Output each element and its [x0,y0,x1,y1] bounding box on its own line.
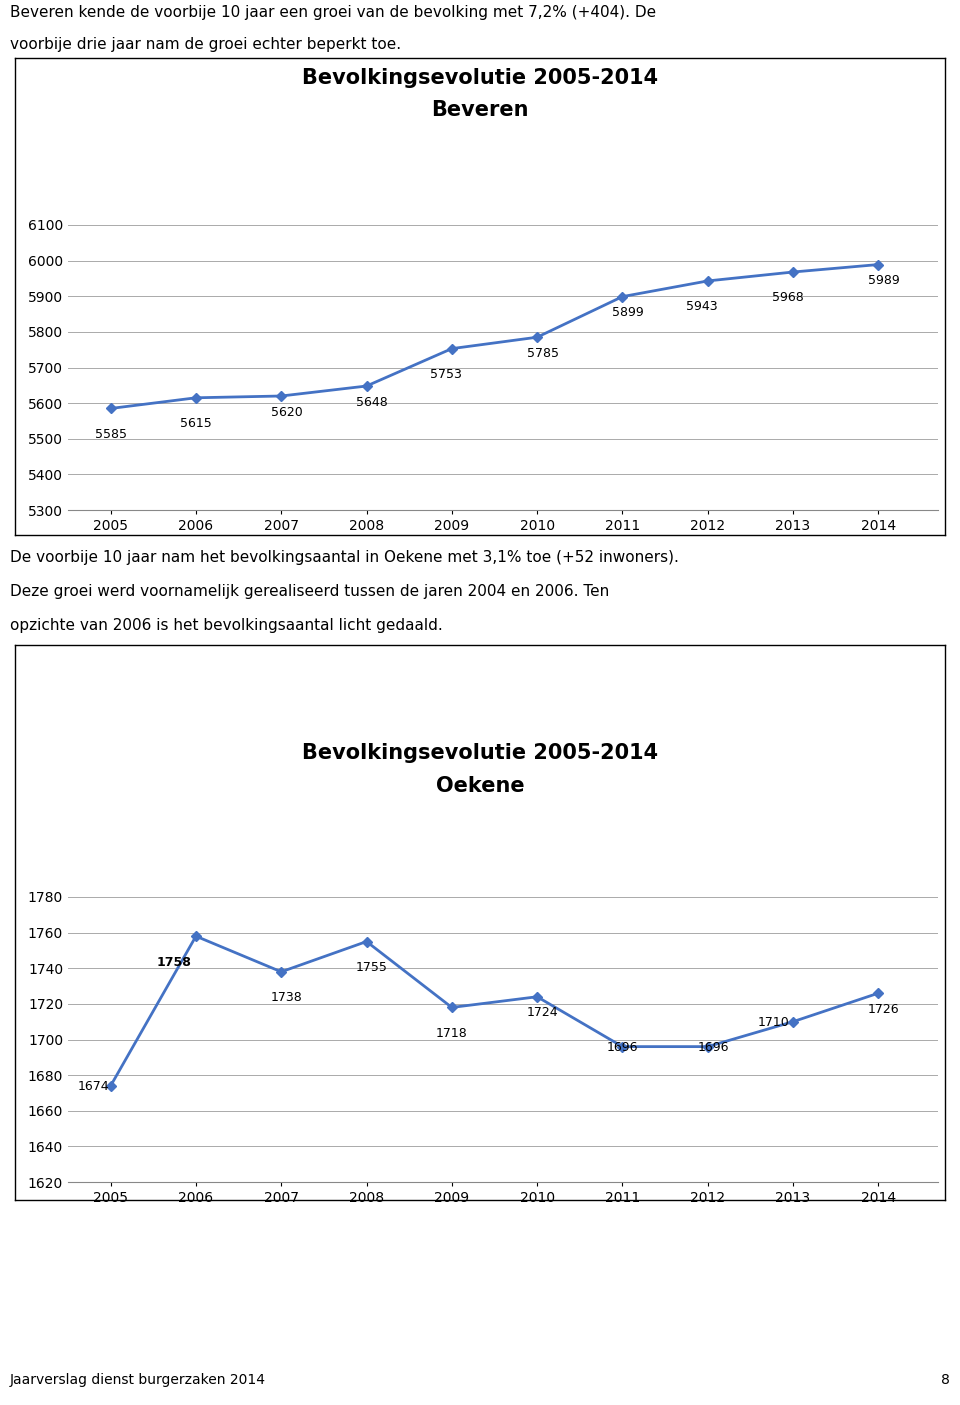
Text: 5620: 5620 [271,406,302,419]
Text: voorbije drie jaar nam de groei echter beperkt toe.: voorbije drie jaar nam de groei echter b… [10,38,401,52]
Text: Bevolkingsevolutie 2005-2014
Oekene: Bevolkingsevolutie 2005-2014 Oekene [302,743,658,795]
Text: 1718: 1718 [436,1027,468,1040]
Text: 5615: 5615 [180,417,212,430]
Text: Deze groei werd voornamelijk gerealiseerd tussen de jaren 2004 en 2006. Ten: Deze groei werd voornamelijk gerealiseer… [10,584,610,599]
Text: 1674: 1674 [78,1080,109,1093]
Text: 5943: 5943 [686,301,718,313]
Text: 1738: 1738 [271,992,302,1005]
Text: 1726: 1726 [868,1003,900,1016]
Text: 1696: 1696 [698,1041,729,1054]
Text: 5585: 5585 [95,429,127,441]
Text: 8: 8 [941,1373,950,1387]
Text: 1724: 1724 [527,1006,559,1020]
Text: 5989: 5989 [868,274,900,287]
Text: 1755: 1755 [356,961,388,974]
Text: Bevolkingsevolutie 2005-2014
Beveren: Bevolkingsevolutie 2005-2014 Beveren [302,67,658,121]
Text: 5648: 5648 [356,396,388,409]
Text: 1710: 1710 [757,1016,789,1028]
Text: De voorbije 10 jaar nam het bevolkingsaantal in Oekene met 3,1% toe (+52 inwoner: De voorbije 10 jaar nam het bevolkingsaa… [10,549,679,565]
Text: 5785: 5785 [527,347,559,360]
Text: 1758: 1758 [156,955,191,968]
Text: Jaarverslag dienst burgerzaken 2014: Jaarverslag dienst burgerzaken 2014 [10,1373,266,1387]
Text: Beveren kende de voorbije 10 jaar een groei van de bevolking met 7,2% (+404). De: Beveren kende de voorbije 10 jaar een gr… [10,6,656,20]
Text: 1696: 1696 [607,1041,638,1054]
Text: 5753: 5753 [430,368,462,381]
Text: 5899: 5899 [612,306,644,319]
Text: opzichte van 2006 is het bevolkingsaantal licht gedaald.: opzichte van 2006 is het bevolkingsaanta… [10,618,443,634]
Text: 5968: 5968 [772,291,804,305]
